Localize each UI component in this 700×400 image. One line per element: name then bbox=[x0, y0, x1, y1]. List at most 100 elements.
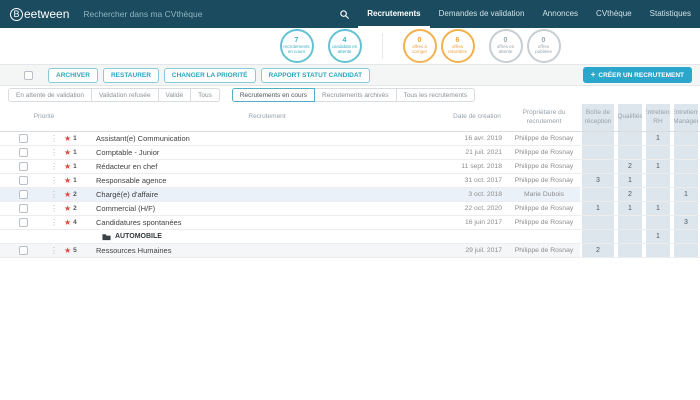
interviews-manager-count[interactable] bbox=[672, 202, 700, 215]
stat-offres-publiees[interactable]: 0 offres publiées bbox=[527, 29, 561, 63]
interviews-manager-count[interactable] bbox=[672, 174, 700, 187]
interviews-manager-count[interactable] bbox=[672, 230, 700, 243]
interviews-manager-count[interactable] bbox=[672, 146, 700, 159]
stat-offres-en-attente[interactable]: 0 offres en attente bbox=[489, 29, 523, 63]
stat-recrutements-en-cours[interactable]: 7 recrutements en cours bbox=[280, 29, 314, 63]
app-logo[interactable]: B eetween bbox=[10, 7, 69, 21]
row-checkbox[interactable] bbox=[19, 162, 28, 171]
nav-demandes-validation[interactable]: Demandes de validation bbox=[430, 0, 534, 28]
interviews-manager-count[interactable] bbox=[672, 132, 700, 145]
restore-button[interactable]: RESTAURER bbox=[103, 68, 159, 83]
qualified-count[interactable] bbox=[616, 146, 644, 159]
recruitment-title[interactable]: Chargé(e) d'affaire bbox=[88, 188, 446, 201]
col-header-owner[interactable]: Propriétaire du recrutement bbox=[508, 104, 580, 131]
row-drag-handle[interactable]: ⋮ bbox=[46, 132, 62, 145]
qualified-count[interactable]: 2 bbox=[616, 160, 644, 173]
interviews-manager-count[interactable] bbox=[672, 160, 700, 173]
select-all-checkbox[interactable] bbox=[24, 71, 33, 80]
col-header-created[interactable]: Date de création bbox=[446, 104, 508, 131]
candidate-status-report-button[interactable]: RAPPORT STATUT CANDIDAT bbox=[261, 68, 371, 83]
table-row[interactable]: ⋮ ★1 Rédacteur en chef 11 sept. 2018 Phi… bbox=[0, 160, 700, 174]
table-row[interactable]: ⋮ ★5 Ressources Humaines 29 juil. 2017 P… bbox=[0, 244, 700, 258]
inbox-count[interactable]: 3 bbox=[580, 174, 616, 187]
interviews-hr-count[interactable]: 1 bbox=[644, 202, 672, 215]
row-checkbox[interactable] bbox=[19, 176, 28, 185]
tab-tous-les-recrutements[interactable]: Tous les recrutements bbox=[396, 88, 476, 102]
search-input[interactable] bbox=[83, 9, 331, 19]
row-checkbox[interactable] bbox=[19, 134, 28, 143]
archive-button[interactable]: ARCHIVER bbox=[48, 68, 98, 83]
inbox-count[interactable] bbox=[580, 146, 616, 159]
tab-en-attente-de-validation[interactable]: En attente de validation bbox=[8, 88, 92, 102]
interviews-hr-count[interactable]: 1 bbox=[644, 230, 672, 243]
recruitment-title[interactable]: Responsable agence bbox=[88, 174, 446, 187]
inbox-count[interactable] bbox=[580, 216, 616, 229]
nav-cvtheque[interactable]: CVthèque bbox=[587, 0, 641, 28]
inbox-count[interactable]: 2 bbox=[580, 244, 616, 257]
recruitment-title[interactable]: Commercial (H/F) bbox=[88, 202, 446, 215]
col-header-interviews-hr[interactable]: Entretiens RH bbox=[644, 104, 672, 131]
interviews-manager-count[interactable]: 3 bbox=[672, 216, 700, 229]
interviews-manager-count[interactable] bbox=[672, 244, 700, 257]
recruitment-title[interactable]: Assistant(e) Communication bbox=[88, 132, 446, 145]
col-header-recruitment[interactable]: Recrutement bbox=[88, 104, 446, 131]
stat-offres-retardees[interactable]: 6 offres retardées bbox=[441, 29, 475, 63]
col-header-priority[interactable]: Priorité bbox=[0, 104, 88, 131]
row-drag-handle[interactable]: ⋮ bbox=[46, 216, 62, 229]
interviews-hr-count[interactable] bbox=[644, 174, 672, 187]
col-header-qualified[interactable]: Qualifiés bbox=[616, 104, 644, 131]
row-checkbox[interactable] bbox=[19, 218, 28, 227]
qualified-count[interactable]: 1 bbox=[616, 202, 644, 215]
create-recruitment-button[interactable]: + CRÉER UN RECRUTEMENT bbox=[583, 67, 692, 83]
interviews-hr-count[interactable] bbox=[644, 244, 672, 257]
recruitment-title[interactable]: Rédacteur en chef bbox=[88, 160, 446, 173]
qualified-count[interactable]: 2 bbox=[616, 188, 644, 201]
interviews-hr-count[interactable]: 1 bbox=[644, 160, 672, 173]
nav-recrutements[interactable]: Recrutements bbox=[358, 0, 429, 28]
qualified-count[interactable]: 1 bbox=[616, 174, 644, 187]
interviews-manager-count[interactable]: 1 bbox=[672, 188, 700, 201]
folder-title[interactable]: AUTOMOBILE bbox=[88, 230, 446, 243]
search-icon[interactable] bbox=[331, 0, 358, 28]
qualified-count[interactable] bbox=[616, 230, 644, 243]
tab-tous[interactable]: Tous bbox=[190, 88, 220, 102]
stat-candidats-en-attente[interactable]: 4 candidats en attente bbox=[328, 29, 362, 63]
table-row[interactable]: ⋮ ★1 Comptable - Junior 21 juil. 2021 Ph… bbox=[0, 146, 700, 160]
table-row[interactable]: ⋮ ★1 Responsable agence 31 oct. 2017 Phi… bbox=[0, 174, 700, 188]
inbox-count[interactable] bbox=[580, 188, 616, 201]
row-checkbox[interactable] bbox=[19, 148, 28, 157]
interviews-hr-count[interactable]: 1 bbox=[644, 132, 672, 145]
row-drag-handle[interactable]: ⋮ bbox=[46, 146, 62, 159]
inbox-count[interactable] bbox=[580, 132, 616, 145]
qualified-count[interactable] bbox=[616, 244, 644, 257]
nav-annonces[interactable]: Annonces bbox=[533, 0, 587, 28]
interviews-hr-count[interactable] bbox=[644, 188, 672, 201]
col-header-interviews-manager[interactable]: Entretiens Manager bbox=[672, 104, 700, 131]
tab-valide[interactable]: Validé bbox=[158, 88, 192, 102]
inbox-count[interactable] bbox=[580, 160, 616, 173]
change-priority-button[interactable]: CHANGER LA PRIORITÉ bbox=[164, 68, 256, 83]
table-row[interactable]: ⋮ ★2 Commercial (H/F) 22 oct. 2020 Phili… bbox=[0, 202, 700, 216]
table-row-folder[interactable]: AUTOMOBILE 1 bbox=[0, 230, 700, 244]
recruitment-title[interactable]: Ressources Humaines bbox=[88, 244, 446, 257]
row-drag-handle[interactable]: ⋮ bbox=[46, 160, 62, 173]
row-drag-handle[interactable]: ⋮ bbox=[46, 202, 62, 215]
row-drag-handle[interactable]: ⋮ bbox=[46, 244, 62, 257]
table-row[interactable]: ⋮ ★1 Assistant(e) Communication 16 avr. … bbox=[0, 132, 700, 146]
interviews-hr-count[interactable] bbox=[644, 146, 672, 159]
qualified-count[interactable] bbox=[616, 132, 644, 145]
row-checkbox[interactable] bbox=[19, 190, 28, 199]
tab-recrutements-archives[interactable]: Recrutements archivés bbox=[314, 88, 396, 102]
stat-offres-a-corriger[interactable]: 0 offres à corriger bbox=[403, 29, 437, 63]
row-drag-handle[interactable]: ⋮ bbox=[46, 174, 62, 187]
interviews-hr-count[interactable] bbox=[644, 216, 672, 229]
tab-recrutements-en-cours[interactable]: Recrutements en cours bbox=[232, 88, 315, 102]
recruitment-title[interactable]: Comptable - Junior bbox=[88, 146, 446, 159]
qualified-count[interactable] bbox=[616, 216, 644, 229]
nav-statistiques[interactable]: Statistiques bbox=[641, 0, 700, 28]
tab-validation-refusee[interactable]: Validation refusée bbox=[91, 88, 159, 102]
col-header-inbox[interactable]: Boîte de réception bbox=[580, 104, 616, 131]
table-row[interactable]: ⋮ ★2 Chargé(e) d'affaire 3 oct. 2018 Mar… bbox=[0, 188, 700, 202]
row-checkbox[interactable] bbox=[19, 204, 28, 213]
recruitment-title[interactable]: Candidatures spontanées bbox=[88, 216, 446, 229]
